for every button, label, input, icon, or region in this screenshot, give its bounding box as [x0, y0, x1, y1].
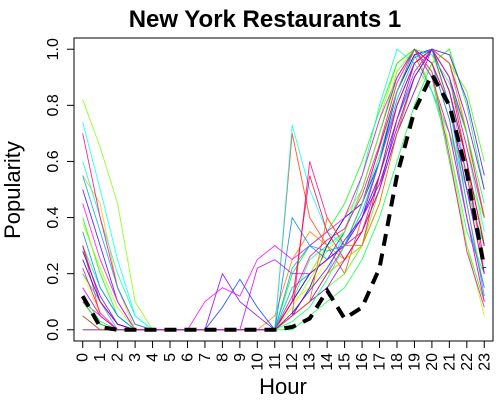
x-tick-label: 19 — [406, 353, 423, 371]
x-tick-label: 3 — [127, 353, 144, 362]
x-tick-label: 21 — [441, 353, 458, 371]
x-tick-label: 17 — [372, 353, 389, 371]
x-tick-label: 1 — [92, 353, 109, 362]
y-tick-label: 0.8 — [45, 94, 62, 116]
y-tick-label: 0.0 — [45, 319, 62, 341]
y-tick-label: 0.6 — [45, 150, 62, 172]
x-tick-label: 5 — [162, 353, 179, 362]
x-tick-label: 10 — [249, 353, 266, 371]
x-axis-title: Hour — [259, 374, 307, 399]
chart-title: New York Restaurants 1 — [129, 6, 402, 33]
y-tick-label: 0.4 — [45, 206, 62, 228]
x-tick-label: 6 — [179, 353, 196, 362]
y-axis-title: Popularity — [0, 141, 25, 239]
x-tick-label: 18 — [389, 353, 406, 371]
x-tick-label: 16 — [354, 353, 371, 371]
x-tick-label: 7 — [197, 353, 214, 362]
x-tick-label: 23 — [476, 353, 493, 371]
x-tick-label: 20 — [424, 353, 441, 371]
mean-line — [80, 70, 487, 332]
x-tick-label: 22 — [459, 353, 476, 371]
x-tick-label: 0 — [75, 353, 92, 362]
y-tick-label: 0.2 — [45, 262, 62, 284]
x-tick-label: 13 — [302, 353, 319, 371]
x-tick-label: 4 — [145, 353, 162, 362]
x-tick-label: 12 — [284, 353, 301, 371]
y-tick-label: 1.0 — [45, 38, 62, 60]
x-tick-label: 9 — [232, 353, 249, 362]
plot-frame — [73, 37, 494, 342]
y-axis: 0.0 0.2 0.4 0.6 0.8 1.0 — [45, 38, 75, 341]
mean-line-group — [80, 70, 487, 332]
x-tick-label: 11 — [267, 353, 284, 370]
x-tick-label: 15 — [337, 353, 354, 371]
x-tick-label: 8 — [214, 353, 231, 362]
x-tick-label: 2 — [110, 353, 127, 362]
x-tick-label: 14 — [319, 353, 336, 371]
x-axis: 0 1 2 3 4 5 6 7 8 9 10 11 12 13 14 15 16 17 18 19 20 21 22 23 — [75, 340, 493, 371]
